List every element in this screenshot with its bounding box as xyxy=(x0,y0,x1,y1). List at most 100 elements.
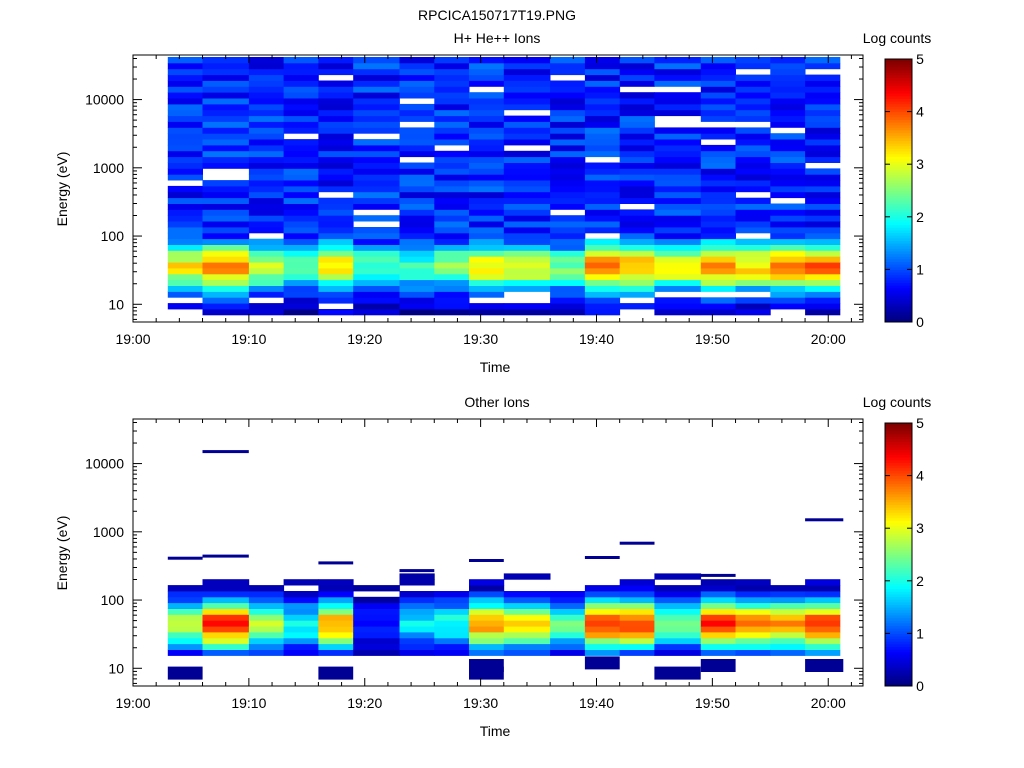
spectrogram-cell xyxy=(318,215,354,222)
spectrogram-cell xyxy=(248,109,285,117)
spectrogram-cell xyxy=(503,227,551,234)
axes: 19:00 19:10 19:20 19:30 19:40 19:50 20:00 10 100… xyxy=(85,419,863,711)
spectrogram-cell xyxy=(700,133,736,140)
spectrogram-cell xyxy=(283,291,319,298)
spectrogram-cell xyxy=(584,86,621,93)
colorbar-frame xyxy=(884,58,913,323)
spectrogram-cell xyxy=(353,57,400,64)
spectrogram-cell xyxy=(283,168,319,175)
spectrogram-cell xyxy=(805,133,841,140)
spectrogram-cell xyxy=(654,144,702,152)
spectrogram-cell xyxy=(248,168,285,175)
spectrogram-cell xyxy=(550,197,586,204)
spectrogram-cell xyxy=(584,180,621,187)
spectrogram-cell xyxy=(167,115,203,122)
spectrogram-cell xyxy=(654,80,702,87)
spectrogram-cell xyxy=(584,215,621,222)
spectrogram-cell xyxy=(654,215,702,222)
spectrogram-cell xyxy=(805,203,841,210)
colorbar-segment xyxy=(885,472,912,477)
spectrogram-cell xyxy=(283,174,319,181)
spectrogram-cell xyxy=(318,156,354,163)
spectrogram-cell xyxy=(202,191,250,199)
spectrogram-cell xyxy=(584,162,621,169)
spectrogram-cell xyxy=(584,626,621,633)
spectrogram-cell xyxy=(619,227,655,234)
spectrogram-cell xyxy=(202,649,250,656)
spectrogram-cell xyxy=(619,180,655,187)
colorbar-frame xyxy=(884,422,913,687)
spectrogram-cell xyxy=(735,221,771,228)
x-axis-label: Time xyxy=(480,723,511,739)
spectrogram-cell xyxy=(700,180,736,187)
spectrogram-cell xyxy=(503,279,551,286)
spectrogram-cell xyxy=(283,602,319,609)
spectrogram-cell xyxy=(353,139,400,146)
spectrogram-cell xyxy=(770,174,806,181)
spectrogram-cell xyxy=(700,244,736,251)
spectrogram-cell xyxy=(805,180,841,187)
spectrogram-cell xyxy=(248,227,285,234)
spectrogram-cell xyxy=(805,309,841,316)
spectrogram-cell xyxy=(399,92,435,99)
spectrogram-cell xyxy=(248,256,285,263)
colorbar-segment xyxy=(885,222,912,226)
spectrogram-cell xyxy=(283,309,319,316)
spectrogram-cell xyxy=(550,279,586,286)
spectrogram-cell xyxy=(469,250,505,257)
spectrogram-cell xyxy=(248,139,285,146)
spectrogram-cell xyxy=(503,115,551,122)
spectrogram-cell xyxy=(654,103,702,111)
spectrogram-cell xyxy=(550,191,586,199)
colorbar-segment xyxy=(885,290,912,294)
spectrogram-cell xyxy=(434,86,470,93)
spectrogram-cell xyxy=(248,244,285,251)
spectrogram-cell xyxy=(434,244,470,251)
spectrogram-cell xyxy=(283,279,319,286)
colorbar-segment xyxy=(885,166,912,170)
colorbar-segment xyxy=(885,59,912,63)
spectrogram-cell xyxy=(399,162,435,169)
spectrogram-cell xyxy=(584,121,621,128)
spectrogram-cell xyxy=(202,62,250,70)
spectrogram-cell xyxy=(735,579,771,586)
spectrogram-cell xyxy=(283,139,319,146)
spectrogram-cell xyxy=(619,168,655,175)
spectrogram-cell xyxy=(248,98,285,105)
spectrogram-cell xyxy=(318,180,354,187)
spectrogram-cell xyxy=(584,150,621,158)
spectrogram-cell xyxy=(700,221,736,228)
spectrogram-cell xyxy=(202,244,250,251)
colorbar-segment xyxy=(885,298,912,302)
spectrogram-cell xyxy=(503,273,551,281)
spectrogram-cell xyxy=(619,156,655,163)
spectrogram-cell xyxy=(619,608,655,615)
colorbar-segment xyxy=(885,132,912,136)
spectrogram-cell xyxy=(167,273,203,281)
isolated-count-cell xyxy=(700,573,736,577)
spectrogram-cell xyxy=(770,291,806,298)
spectrogram-cell xyxy=(700,74,736,81)
spectrogram-cell xyxy=(248,585,285,592)
spectrogram-cell xyxy=(550,168,586,175)
spectrogram-cell xyxy=(805,244,841,251)
spectrogram-cell xyxy=(550,80,586,87)
spectrogram-cell xyxy=(248,262,285,269)
colorbar: 0 1 2 3 4 5 xyxy=(884,51,924,330)
colorbar-segment xyxy=(885,85,912,89)
spectrogram-cell xyxy=(399,80,435,87)
spectrogram-cell xyxy=(550,174,586,181)
colorbar-segment xyxy=(885,620,912,624)
spectrogram-cell xyxy=(805,614,841,621)
spectrogram-cell xyxy=(167,127,203,134)
spectrogram-cell xyxy=(805,303,841,310)
spectrogram-cell xyxy=(654,279,702,286)
spectrogram-cell xyxy=(805,191,841,199)
spectrogram-cell xyxy=(550,620,586,627)
spectrogram-cell xyxy=(248,144,285,152)
spectrogram-cell xyxy=(167,209,203,216)
spectrogram-cell xyxy=(469,579,505,586)
colorbar-segment xyxy=(885,667,912,671)
spectrogram-cell xyxy=(503,62,551,70)
spectrogram-cell xyxy=(283,579,319,586)
